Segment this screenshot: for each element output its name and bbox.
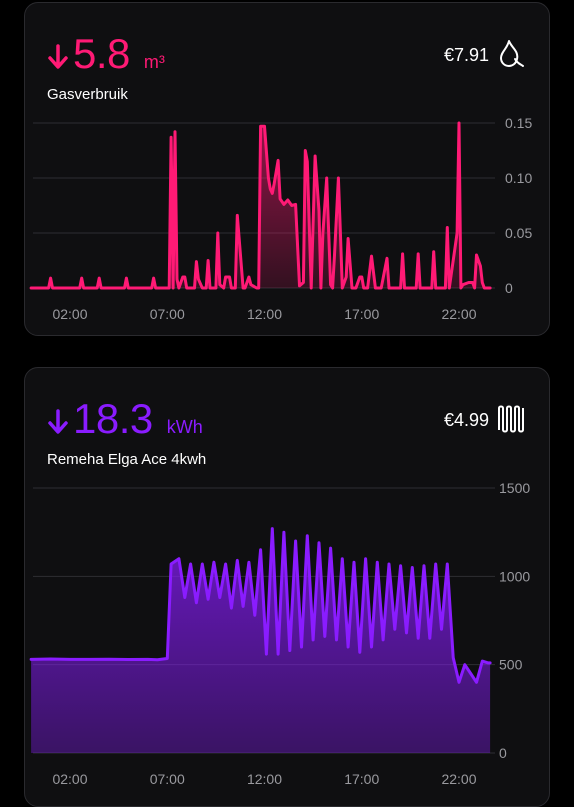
gas-usage-card[interactable]: 5.8 m³ Gasverbruik €7.91 0.15 0.10 0.05 0 02… — [24, 2, 550, 336]
y-tick-label: 0.05 — [505, 225, 532, 241]
heater-cost: €4.99 — [443, 410, 489, 430]
gas-value: 5.8 — [73, 30, 130, 77]
y-tick-label: 0 — [505, 280, 513, 296]
x-tick-label: 12:00 — [247, 771, 282, 787]
x-tick-label: 17:00 — [344, 306, 379, 322]
x-tick-label: 07:00 — [150, 306, 185, 322]
radiator-icon — [498, 405, 524, 433]
gas-device-name: Gasverbruik — [47, 86, 128, 103]
y-tick-label: 0.10 — [505, 170, 532, 186]
gas-usage-chart[interactable]: 0.15 0.10 0.05 0 02:00 07:00 12:00 17:00 22:00 — [25, 3, 550, 336]
arrow-down-icon — [48, 409, 68, 434]
heater-usage-card[interactable]: 18.3 kWh Remeha Elga Ace 4kwh €4.99 1500… — [24, 367, 550, 807]
gas-cost: €7.91 — [443, 45, 489, 65]
x-tick-label: 07:00 — [150, 771, 185, 787]
gas-unit: m³ — [143, 52, 165, 72]
x-tick-label: 22:00 — [441, 771, 476, 787]
y-tick-label: 500 — [499, 657, 523, 673]
y-tick-label: 0 — [499, 745, 507, 761]
heater-usage-chart[interactable]: 1500 1000 500 0 02:00 07:00 12:00 17:00 22:00 — [25, 368, 550, 807]
heater-device-name: Remeha Elga Ace 4kwh — [47, 451, 207, 468]
x-tick-label: 02:00 — [52, 306, 87, 322]
x-tick-label: 12:00 — [247, 306, 282, 322]
x-tick-label: 17:00 — [344, 771, 379, 787]
series-line — [29, 527, 492, 684]
y-tick-label: 1000 — [499, 568, 530, 584]
arrow-down-icon — [48, 44, 68, 69]
x-tick-label: 22:00 — [441, 306, 476, 322]
heater-headline: 18.3 kWh — [47, 398, 203, 440]
gas-headline: 5.8 m³ — [47, 33, 165, 75]
series-line — [29, 121, 492, 290]
y-tick-label: 0.15 — [505, 115, 532, 131]
x-tick-label: 02:00 — [52, 771, 87, 787]
flame-icon — [500, 40, 524, 67]
heater-unit: kWh — [166, 417, 203, 437]
series-area — [31, 528, 491, 753]
y-tick-label: 1500 — [499, 480, 530, 496]
heater-value: 18.3 — [73, 395, 153, 442]
